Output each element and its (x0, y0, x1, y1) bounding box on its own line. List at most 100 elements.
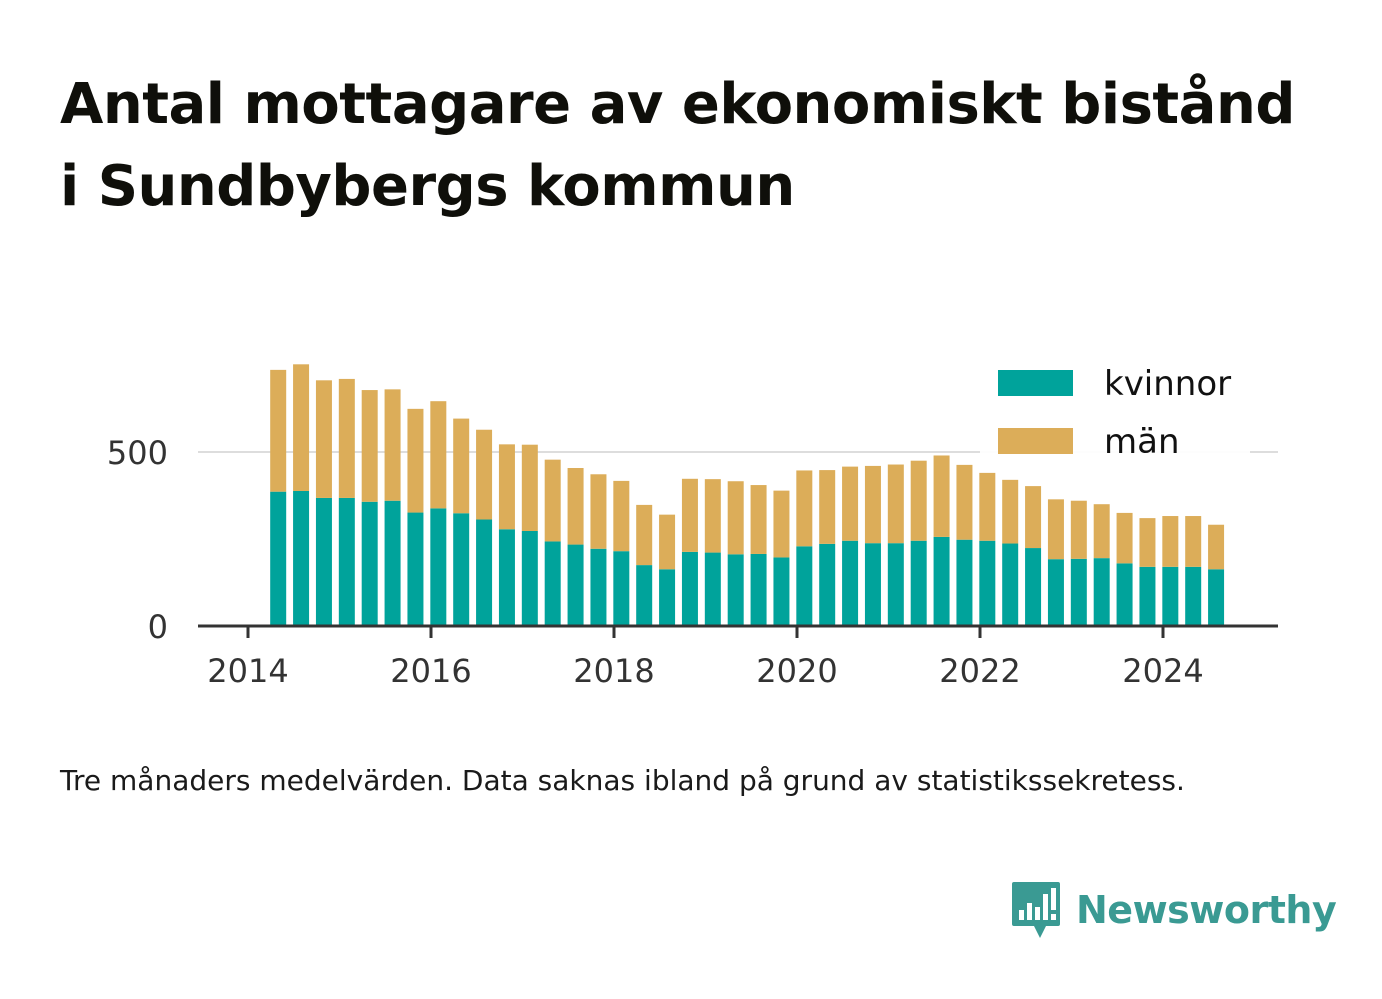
bar-män (659, 514, 676, 570)
bar-kvinnor (842, 540, 859, 626)
bar-män (498, 444, 515, 530)
bar-kvinnor (1025, 548, 1042, 626)
bar-chart-speech-bubble-icon (1012, 882, 1060, 938)
bar-män (1002, 479, 1019, 544)
bar-kvinnor (476, 519, 493, 626)
bar-kvinnor (1162, 566, 1179, 626)
bar-kvinnor (659, 569, 676, 626)
bar-kvinnor (590, 548, 607, 626)
bar-kvinnor (956, 539, 973, 626)
newsworthy-logo[interactable]: Newsworthy (1010, 878, 1337, 942)
bar-män (933, 455, 950, 537)
bar-män (796, 470, 813, 547)
bar-män (1208, 524, 1225, 570)
bar-kvinnor (796, 546, 813, 626)
bar-kvinnor (979, 540, 996, 626)
x-tick-label: 2014 (207, 652, 288, 690)
bar-män (521, 444, 538, 531)
bar-män (361, 390, 378, 502)
bar-kvinnor (407, 512, 424, 626)
bar-kvinnor (636, 565, 653, 626)
bar-män (430, 401, 447, 509)
bar-kvinnor (704, 552, 721, 626)
bar-män (773, 490, 790, 558)
bar-kvinnor (270, 491, 287, 626)
legend-label-män: män (1104, 422, 1180, 462)
bar-män (315, 380, 332, 498)
bar-män (819, 470, 836, 544)
bar-män (979, 472, 996, 541)
bar-kvinnor (1185, 566, 1202, 626)
bar-kvinnor (430, 508, 447, 626)
bar-män (407, 408, 424, 513)
bar-män (1162, 516, 1179, 567)
x-axis: 2014 2016 2018 2020 2022 2024 (198, 624, 1278, 690)
bar-kvinnor (567, 544, 584, 626)
bar-män (864, 465, 881, 544)
y-tick-label: 500 (107, 434, 168, 472)
bar-män (910, 460, 927, 541)
bar-kvinnor (1070, 558, 1087, 626)
bar-kvinnor (498, 529, 515, 626)
x-tick-label: 2020 (756, 652, 837, 690)
legend-swatch-män (998, 428, 1073, 454)
bar-män (887, 464, 904, 544)
bar-män (704, 479, 721, 553)
bar-kvinnor (453, 513, 470, 626)
bar-kvinnor (544, 541, 561, 626)
y-axis-labels: 0 500 (107, 434, 168, 646)
bar-kvinnor (1093, 558, 1110, 626)
brand-name: Newsworthy (1076, 888, 1337, 932)
legend-swatch-kvinnor (998, 370, 1073, 396)
bar-kvinnor (521, 530, 538, 626)
bar-kvinnor (750, 553, 767, 626)
bar-män (1047, 499, 1064, 560)
bar-kvinnor (1208, 569, 1225, 626)
bar-kvinnor (1002, 543, 1019, 626)
legend-label-kvinnor: kvinnor (1104, 364, 1231, 404)
bar-män (727, 481, 744, 555)
bar-män (1139, 518, 1156, 567)
bar-män (1116, 512, 1133, 564)
bar-kvinnor (1047, 559, 1064, 626)
bar-män (453, 418, 470, 514)
bar-kvinnor (727, 554, 744, 626)
bar-män (476, 429, 493, 520)
bar-kvinnor (819, 543, 836, 626)
bar-kvinnor (773, 557, 790, 626)
bar-män (338, 378, 355, 498)
bar-män (544, 459, 561, 542)
bar-kvinnor (910, 540, 927, 626)
bar-män (613, 480, 630, 552)
bar-män (681, 478, 698, 552)
bar-män (384, 389, 401, 501)
chart-caption: Tre månaders medelvärden. Data saknas ib… (60, 764, 1185, 797)
bar-kvinnor (361, 501, 378, 626)
bar-kvinnor (315, 497, 332, 626)
bar-kvinnor (384, 500, 401, 626)
x-tick-label: 2024 (1122, 652, 1203, 690)
bar-män (750, 485, 767, 554)
bar-kvinnor (613, 551, 630, 626)
chart-title: Antal mottagare av ekonomiskt bistånd i … (60, 72, 1295, 219)
bar-kvinnor (338, 497, 355, 626)
legend: kvinnor män (980, 356, 1250, 462)
bar-män (1025, 486, 1042, 549)
bar-män (1185, 516, 1202, 567)
bars (270, 364, 1225, 626)
bar-män (956, 464, 973, 540)
bar-kvinnor (681, 551, 698, 626)
bar-män (636, 504, 653, 566)
bar-män (270, 369, 287, 492)
bar-kvinnor (864, 543, 881, 626)
y-tick-label: 0 (148, 608, 168, 646)
x-tick-label: 2016 (390, 652, 471, 690)
bar-kvinnor (1116, 563, 1133, 626)
x-tick-label: 2022 (939, 652, 1020, 690)
bar-kvinnor (293, 490, 310, 626)
bar-män (1093, 504, 1110, 559)
bar-kvinnor (887, 543, 904, 626)
bar-kvinnor (1139, 566, 1156, 626)
x-tick-label: 2018 (573, 652, 654, 690)
